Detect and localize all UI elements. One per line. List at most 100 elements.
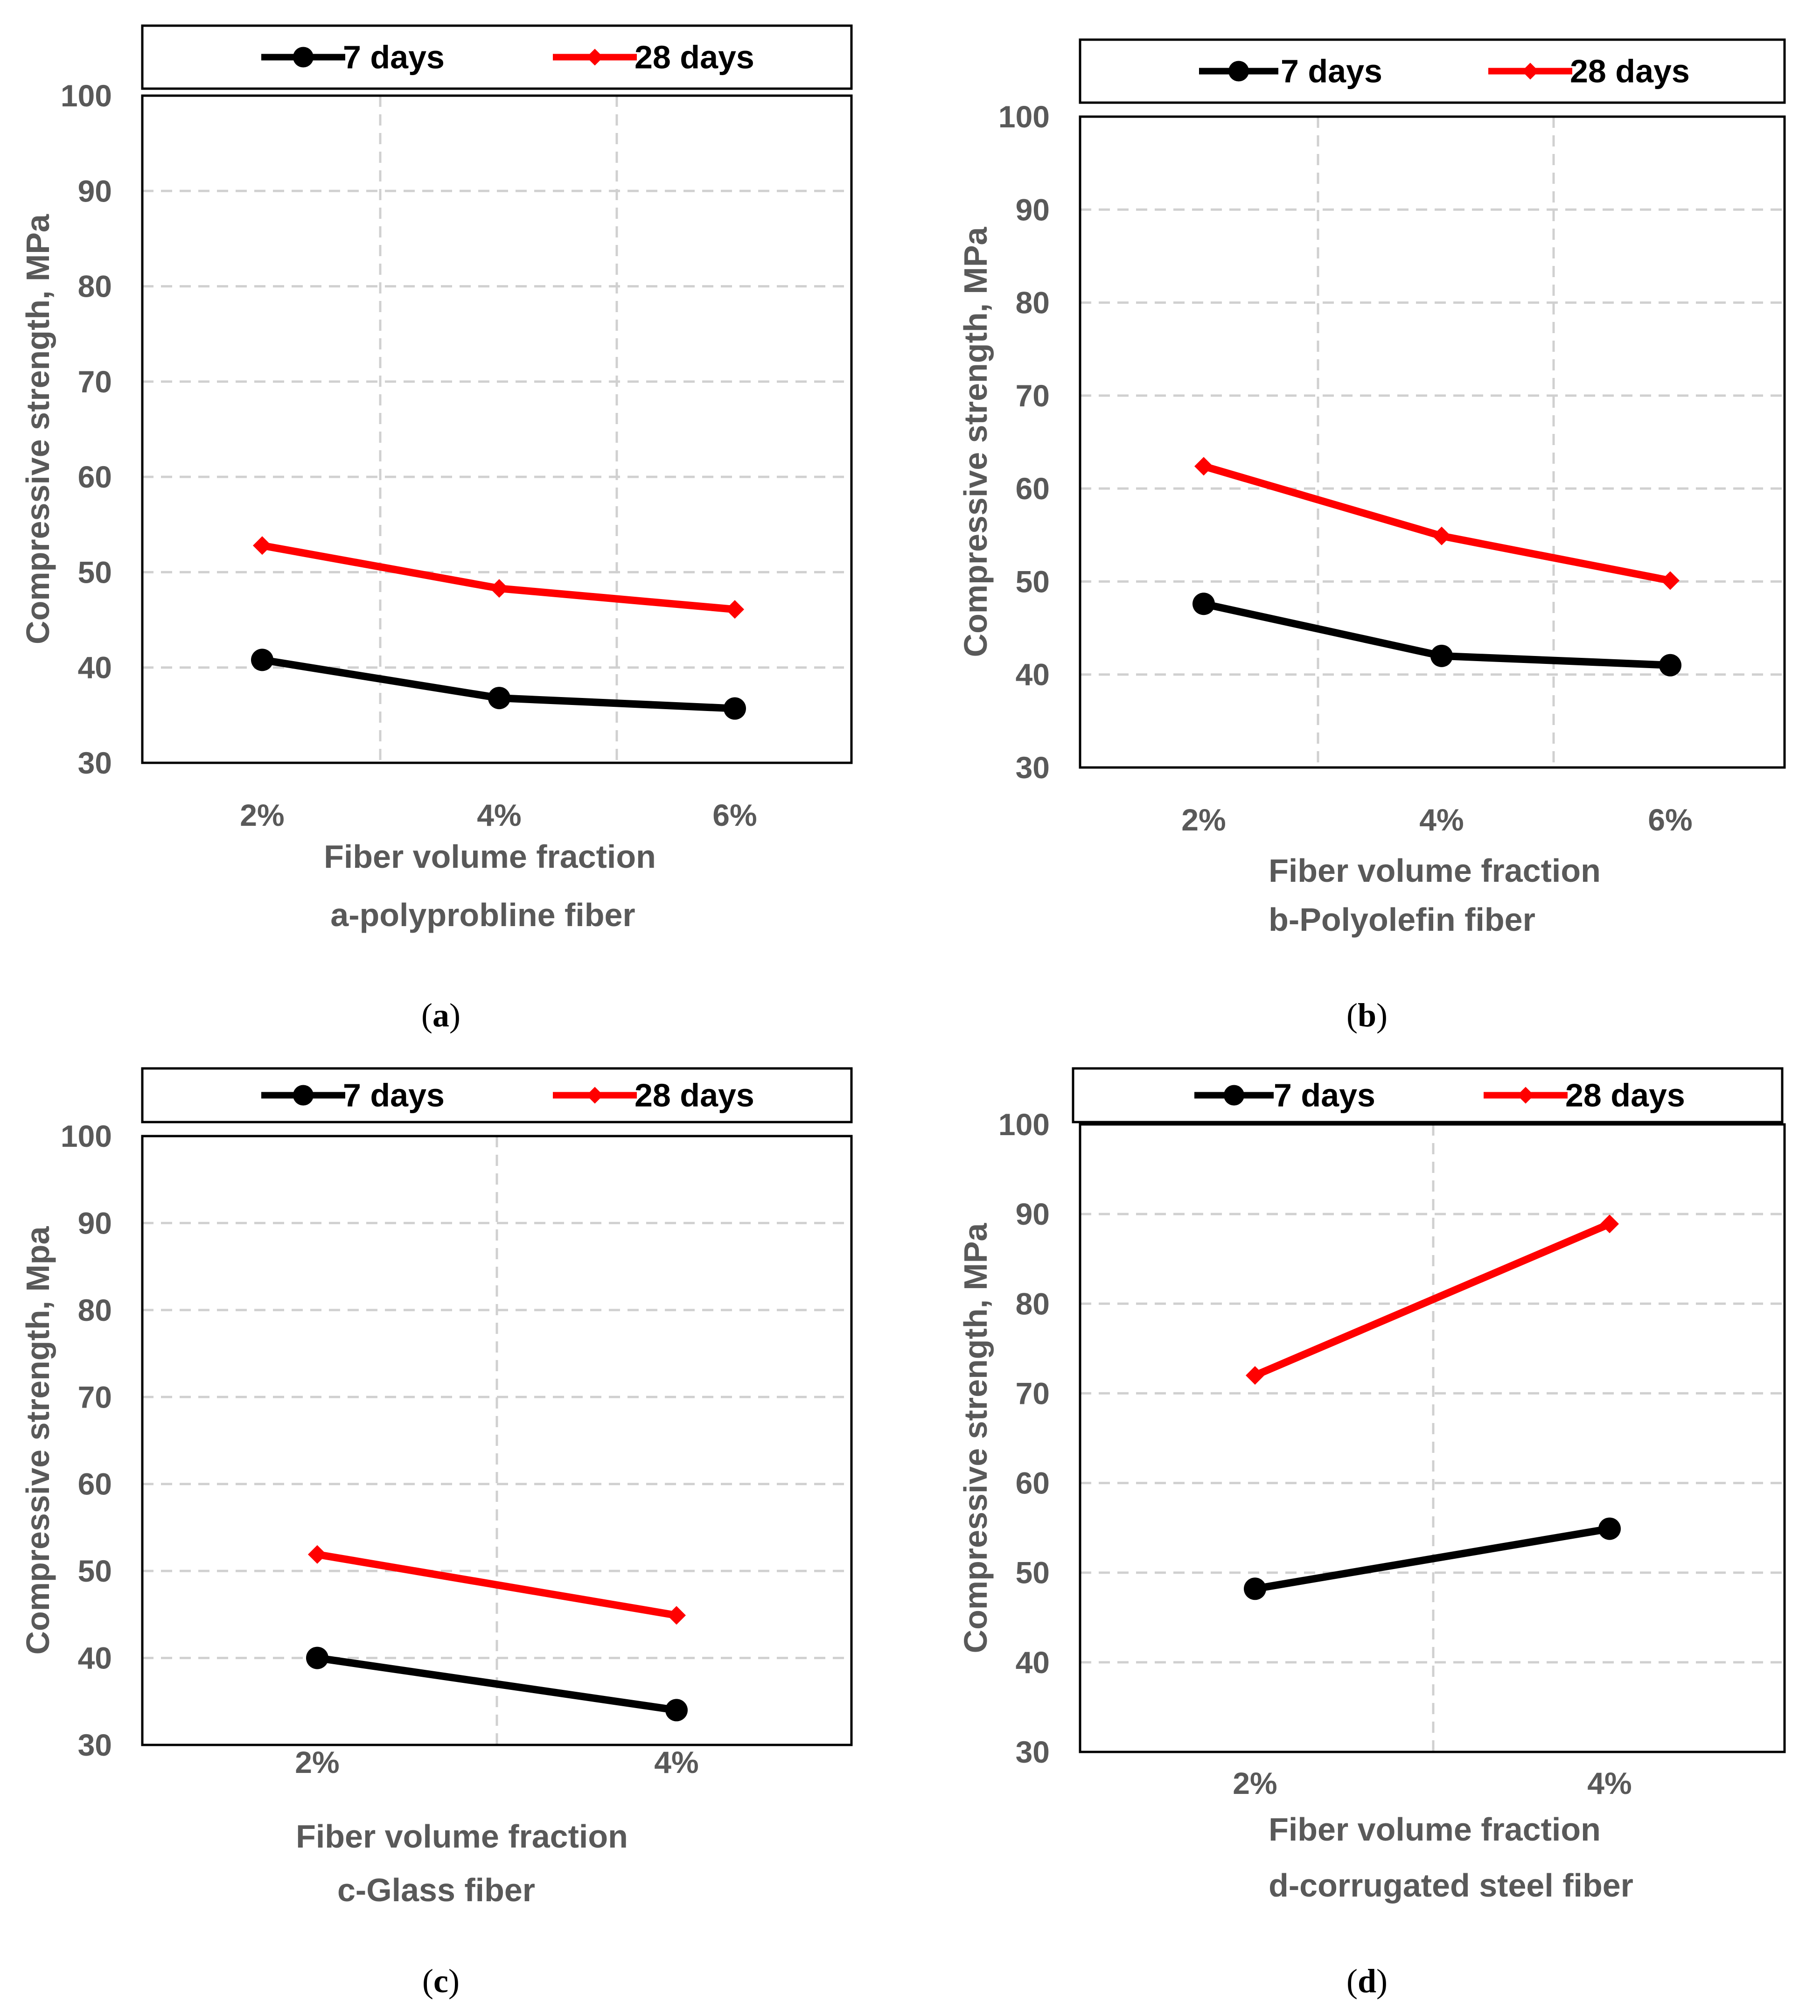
legend-marker-0	[293, 47, 314, 68]
x-tick-label: 6%	[1648, 802, 1692, 837]
legend-marker-0	[1224, 1085, 1244, 1106]
legend-label-1: 28 days	[1570, 53, 1690, 90]
data-point	[1661, 571, 1680, 590]
y-tick-label: 70	[78, 1380, 112, 1414]
data-point	[1192, 593, 1215, 615]
legend-marker-1	[586, 49, 603, 66]
chart-panel-a: 7 days 28 days 30 40 50 60 70 80 90 100 2% 4% 6% Comp…	[20, 24, 853, 1034]
y-tick-label: 70	[78, 364, 112, 399]
y-tick-label: 90	[78, 174, 112, 208]
data-point	[1244, 1577, 1266, 1600]
y-tick-label: 60	[78, 460, 112, 494]
y-tick-label: 70	[1016, 378, 1050, 413]
data-point	[1430, 644, 1453, 667]
y-tick-label: 50	[78, 555, 112, 589]
data-point	[1432, 526, 1451, 545]
data-point	[724, 697, 746, 720]
y-tick-label: 90	[1016, 1197, 1050, 1231]
data-point	[1659, 654, 1681, 677]
series-line-0	[316, 1654, 677, 1714]
legend-box	[141, 24, 853, 90]
series-line-0	[1254, 1525, 1611, 1593]
x-axis-label: Fiber volume fraction	[1269, 1811, 1601, 1848]
y-axis-label: Compressive strength, MPa	[957, 226, 994, 657]
caption-open: (	[1346, 997, 1358, 1034]
y-tick-label: 100	[998, 99, 1050, 134]
caption-open: (	[421, 997, 432, 1034]
legend-label-0: 7 days	[1274, 1077, 1375, 1114]
panel-caption: (b)	[1346, 997, 1388, 1034]
caption-letter: c	[433, 1962, 448, 2000]
y-tick-label: 40	[78, 1641, 112, 1675]
y-axis-label: Compressive strength, MPa	[20, 214, 56, 644]
panel-caption: (d)	[1346, 1962, 1388, 2000]
data-point	[665, 1699, 688, 1722]
y-tick-label: 100	[61, 1119, 112, 1153]
legend-box	[141, 1067, 853, 1123]
y-tick-label: 30	[78, 1728, 112, 1762]
series-line-1	[261, 542, 735, 614]
caption-close: )	[1376, 997, 1388, 1034]
caption-close: )	[448, 1962, 460, 2000]
data-point	[1600, 1214, 1619, 1234]
caption-close: )	[1376, 1962, 1388, 2000]
y-tick-label: 80	[78, 1293, 112, 1327]
plot-area-frame	[1079, 115, 1786, 769]
caption-close: )	[449, 997, 460, 1034]
plot-area-frame	[1079, 1123, 1786, 1753]
series-line-1	[1253, 1220, 1611, 1379]
y-tick-label: 60	[1016, 471, 1050, 506]
data-point	[308, 1545, 327, 1564]
legend-marker-1	[1517, 1087, 1534, 1104]
legend-marker-1	[1522, 63, 1539, 80]
caption-letter: d	[1358, 1962, 1376, 2000]
caption-letter: b	[1358, 997, 1376, 1034]
data-point	[725, 600, 744, 619]
data-point	[1598, 1517, 1621, 1540]
x-axis-label: Fiber volume fraction	[324, 838, 656, 875]
data-point	[490, 579, 509, 598]
y-tick-label: 60	[1016, 1466, 1050, 1500]
y-tick-label: 90	[78, 1206, 112, 1240]
y-tick-label: 50	[78, 1554, 112, 1588]
y-tick-label: 100	[998, 1107, 1050, 1142]
x-tick-label: 2%	[295, 1745, 339, 1779]
y-tick-label: 80	[1016, 286, 1050, 320]
x-tick-label: 4%	[1419, 802, 1464, 837]
legend-label-1: 28 days	[635, 1077, 754, 1114]
legend-label-1: 28 days	[1565, 1077, 1685, 1114]
x-tick-label: 2%	[240, 798, 284, 832]
data-point	[1246, 1366, 1264, 1385]
y-axis-label: Compressive strength, MPa	[957, 1222, 994, 1653]
x-tick-label: 4%	[477, 798, 521, 832]
caption-open: (	[1346, 1962, 1358, 2000]
data-point	[306, 1646, 328, 1669]
y-tick-label: 80	[78, 269, 112, 304]
series-line-1	[1202, 462, 1671, 585]
legend-label-0: 7 days	[343, 1077, 445, 1114]
data-point	[251, 649, 273, 671]
data-point	[253, 536, 272, 555]
chart-panel-c: 7 days 28 days 30 40 50 60 70 80 90 100 2% 4% Compre…	[20, 1067, 853, 2000]
y-tick-label: 60	[78, 1467, 112, 1501]
data-point	[667, 1606, 686, 1625]
y-tick-label: 100	[61, 78, 112, 113]
y-tick-label: 30	[1016, 750, 1050, 785]
panel-subtitle: c-Glass fiber	[337, 1872, 535, 1908]
chart-panel-d: 7 days 28 days 30 40 50 60 70 80 90 100 2% 4% Compre…	[957, 1067, 1786, 2000]
legend-label-1: 28 days	[635, 39, 754, 76]
y-tick-label: 90	[1016, 192, 1050, 227]
panel-subtitle: a-polyprobline fiber	[330, 897, 635, 933]
legend-box	[1072, 1067, 1784, 1123]
legend-label-0: 7 days	[1281, 53, 1382, 90]
caption-letter: a	[432, 997, 449, 1034]
x-axis-label: Fiber volume fraction	[1269, 852, 1601, 889]
panel-caption: (a)	[421, 997, 460, 1034]
x-axis-label: Fiber volume fraction	[296, 1818, 628, 1855]
y-tick-label: 40	[1016, 1645, 1050, 1680]
y-tick-label: 40	[1016, 657, 1050, 692]
x-tick-label: 4%	[654, 1745, 698, 1779]
x-tick-label: 6%	[712, 798, 757, 832]
plot-area-frame	[141, 94, 853, 764]
